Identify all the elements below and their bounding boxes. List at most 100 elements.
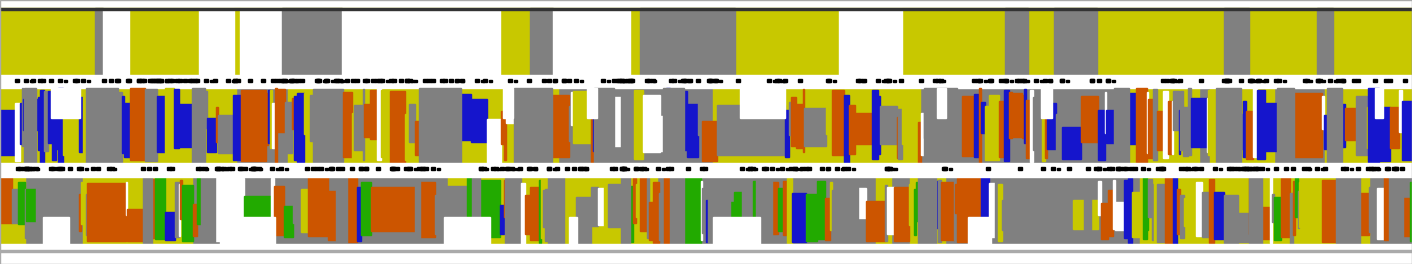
Bar	[962, 96, 974, 156]
Bar	[1058, 168, 1060, 170]
Bar	[706, 200, 713, 242]
Bar	[585, 167, 589, 170]
Bar	[1059, 79, 1063, 82]
Bar	[1090, 79, 1094, 82]
Bar	[578, 167, 582, 170]
Bar	[647, 79, 651, 82]
Bar	[1159, 167, 1162, 170]
Bar	[698, 99, 702, 135]
Bar	[1389, 177, 1404, 244]
Bar	[357, 187, 360, 241]
Bar	[62, 88, 110, 163]
Bar	[297, 93, 304, 162]
Bar	[378, 79, 383, 82]
Bar	[775, 79, 779, 82]
Bar	[281, 80, 284, 82]
Bar	[916, 182, 931, 221]
Bar	[417, 182, 418, 241]
Bar	[287, 8, 342, 75]
Bar	[472, 99, 487, 142]
Bar	[613, 177, 657, 244]
Bar	[24, 167, 28, 170]
Bar	[96, 167, 100, 170]
Bar	[181, 180, 182, 219]
Bar	[251, 167, 256, 170]
Bar	[1326, 88, 1382, 163]
Bar	[343, 92, 352, 157]
Bar	[1377, 168, 1380, 170]
Bar	[192, 88, 205, 163]
Bar	[1340, 79, 1344, 82]
Bar	[623, 80, 626, 82]
Bar	[120, 92, 121, 163]
Bar	[182, 79, 186, 82]
Bar	[623, 80, 627, 82]
Bar	[669, 167, 674, 170]
Bar	[364, 104, 370, 137]
Bar	[455, 79, 459, 82]
Bar	[986, 106, 990, 160]
Bar	[140, 79, 144, 82]
Bar	[576, 197, 590, 244]
Bar	[1378, 188, 1384, 239]
Bar	[520, 100, 546, 133]
Bar	[301, 79, 304, 82]
Bar	[285, 168, 288, 170]
Bar	[1097, 110, 1104, 160]
Bar	[1165, 79, 1169, 82]
Bar	[570, 92, 573, 125]
Bar	[61, 167, 65, 170]
Bar	[127, 209, 147, 241]
Bar	[295, 79, 299, 82]
Bar	[316, 79, 321, 82]
Bar	[453, 88, 558, 163]
Bar	[202, 91, 208, 128]
Bar	[640, 167, 644, 170]
Bar	[640, 177, 647, 231]
Bar	[514, 80, 517, 82]
Bar	[25, 167, 28, 170]
Bar	[666, 88, 669, 157]
Bar	[891, 168, 894, 170]
Bar	[1156, 111, 1163, 150]
Bar	[21, 88, 23, 146]
Bar	[226, 79, 230, 82]
Bar	[345, 79, 349, 82]
Bar	[1254, 80, 1257, 82]
Bar	[1274, 197, 1281, 240]
Bar	[1337, 184, 1343, 221]
Bar	[805, 108, 826, 146]
Bar	[825, 198, 830, 240]
Bar	[1402, 198, 1409, 236]
Bar	[1214, 192, 1224, 239]
Bar	[335, 79, 339, 82]
Bar	[188, 79, 192, 82]
Bar	[885, 167, 890, 170]
Bar	[628, 79, 633, 82]
Bar	[640, 168, 642, 170]
Bar	[1183, 167, 1187, 170]
Bar	[154, 167, 157, 170]
Bar	[1255, 79, 1260, 82]
Bar	[24, 79, 28, 82]
Bar	[743, 189, 753, 217]
Bar	[350, 79, 354, 82]
Bar	[504, 180, 505, 217]
Bar	[707, 79, 712, 82]
Bar	[669, 79, 674, 82]
Bar	[157, 96, 165, 152]
Bar	[241, 91, 265, 162]
Bar	[785, 168, 789, 170]
Bar	[1179, 195, 1183, 238]
Bar	[1195, 167, 1199, 170]
Bar	[421, 167, 425, 170]
Bar	[1172, 177, 1176, 244]
Bar	[531, 187, 539, 240]
Bar	[82, 79, 85, 82]
Bar	[446, 92, 452, 133]
Bar	[216, 107, 217, 142]
Bar	[294, 96, 297, 160]
Bar	[1115, 202, 1124, 230]
Bar	[1156, 184, 1165, 242]
Bar	[1247, 168, 1250, 170]
